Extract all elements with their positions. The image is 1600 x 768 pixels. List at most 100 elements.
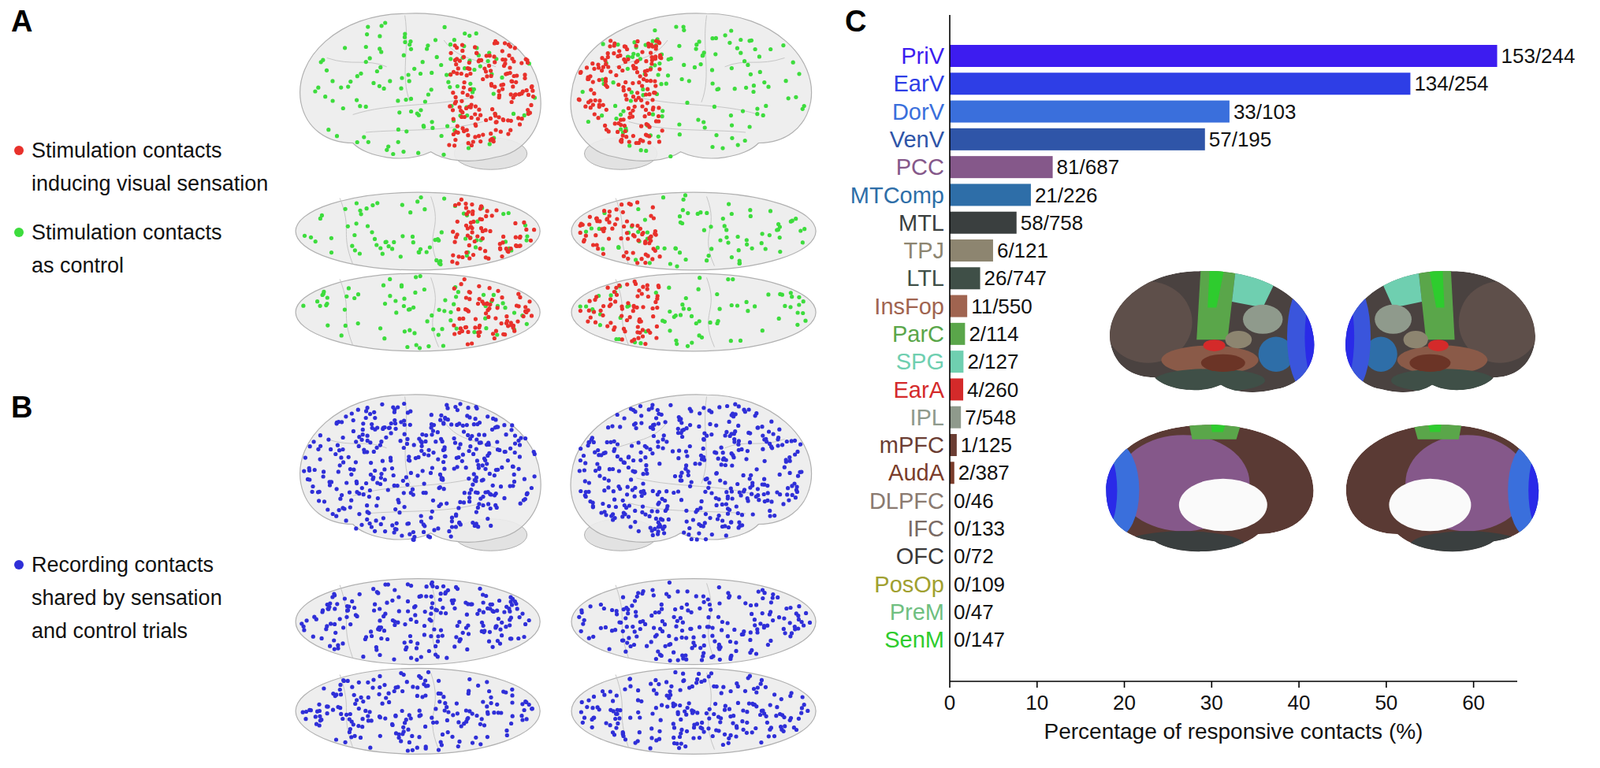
contact-dot <box>667 309 672 314</box>
contact-dot <box>803 319 808 324</box>
contact-dot <box>364 481 369 486</box>
contact-dot <box>788 305 793 309</box>
contact-dot <box>375 200 380 205</box>
contact-dot <box>393 298 398 303</box>
contact-dot <box>461 90 466 95</box>
contact-dot <box>602 58 607 63</box>
contact-dot <box>678 474 683 479</box>
contact-dot <box>366 140 371 145</box>
contact-dot <box>593 98 598 103</box>
contact-dot <box>651 205 655 210</box>
contact-dot <box>430 126 435 131</box>
contact-dot <box>723 433 728 438</box>
contact-dot <box>421 530 426 535</box>
contact-dot <box>446 143 451 148</box>
contact-dot <box>654 324 659 329</box>
contact-dot <box>704 434 709 439</box>
contact-dot <box>312 439 317 444</box>
contact-dot <box>730 496 735 501</box>
contact-dot <box>653 90 658 95</box>
contact-dot <box>654 335 659 340</box>
contact-dot <box>465 330 470 335</box>
contact-dot <box>465 128 469 133</box>
contact-dot <box>513 243 518 248</box>
contact-dot <box>498 241 503 246</box>
contact-dot <box>482 66 487 71</box>
contact-dot <box>661 195 666 200</box>
contact-dot <box>477 441 482 446</box>
contact-dot <box>798 442 803 447</box>
contact-dot <box>638 404 643 409</box>
contact-dot <box>308 235 313 240</box>
contact-dot <box>729 113 734 118</box>
contact-dot <box>517 122 522 127</box>
contact-dot <box>467 449 472 454</box>
contact-dot <box>586 119 591 124</box>
contact-dot <box>448 318 453 323</box>
contact-dot <box>502 423 507 428</box>
contact-dot <box>398 86 403 91</box>
contact-dot <box>774 227 779 232</box>
contact-dot <box>516 115 521 120</box>
contact-dot <box>513 45 518 50</box>
contact-dot <box>684 257 689 262</box>
contact-dot <box>442 416 447 421</box>
contact-dot <box>668 261 673 266</box>
contact-dot <box>649 61 654 66</box>
contact-dot <box>411 537 416 542</box>
contact-dot <box>586 490 591 495</box>
contact-dot <box>654 416 659 421</box>
contact-dot <box>800 311 805 316</box>
contact-dot <box>480 236 485 241</box>
contact-dot <box>431 423 436 428</box>
contact-dot <box>379 476 384 480</box>
contact-dot <box>402 329 407 334</box>
contact-dot <box>631 458 636 463</box>
contact-dot <box>483 255 488 260</box>
contact-dot <box>601 103 606 108</box>
contact-dot <box>471 452 476 457</box>
contact-dot <box>370 426 375 431</box>
contact-dot <box>593 320 598 325</box>
contact-dot <box>798 228 803 233</box>
contact-dot <box>651 533 655 538</box>
contact-dot <box>753 47 758 52</box>
contact-dot <box>499 321 504 326</box>
contact-dot <box>351 429 356 434</box>
contact-dot <box>785 492 789 497</box>
contact-dot <box>760 447 765 452</box>
contact-dot <box>494 468 499 473</box>
contact-dot <box>635 260 640 265</box>
contact-dot <box>494 329 499 334</box>
contact-dot <box>387 425 392 430</box>
contact-dot <box>757 54 762 59</box>
contact-dot <box>693 461 698 466</box>
contact-dot <box>624 134 629 139</box>
contact-dot <box>755 107 760 112</box>
contact-dot <box>354 98 359 103</box>
contact-dot <box>613 104 618 108</box>
contact-dot <box>389 431 394 436</box>
contact-dot <box>620 307 625 312</box>
contact-dot <box>638 458 643 463</box>
contact-dot <box>440 439 445 444</box>
brain-dorsal <box>295 192 540 352</box>
contact-dot <box>648 214 653 219</box>
contact-dot <box>357 208 362 213</box>
contact-dot <box>522 113 527 118</box>
contact-dot <box>436 333 441 338</box>
contact-dot <box>369 524 374 529</box>
contact-dot <box>397 110 402 115</box>
contact-dot <box>677 214 682 219</box>
contact-dot <box>676 427 681 432</box>
contact-dot <box>636 80 641 85</box>
contact-dot <box>417 346 422 350</box>
contact-dot <box>704 211 709 216</box>
contact-dot <box>476 502 481 507</box>
contact-dot <box>505 71 510 76</box>
contact-dot <box>506 458 510 463</box>
contact-dot <box>344 518 349 523</box>
contact-dot <box>473 317 478 322</box>
contact-dot <box>687 78 692 83</box>
contact-dot <box>643 239 648 244</box>
